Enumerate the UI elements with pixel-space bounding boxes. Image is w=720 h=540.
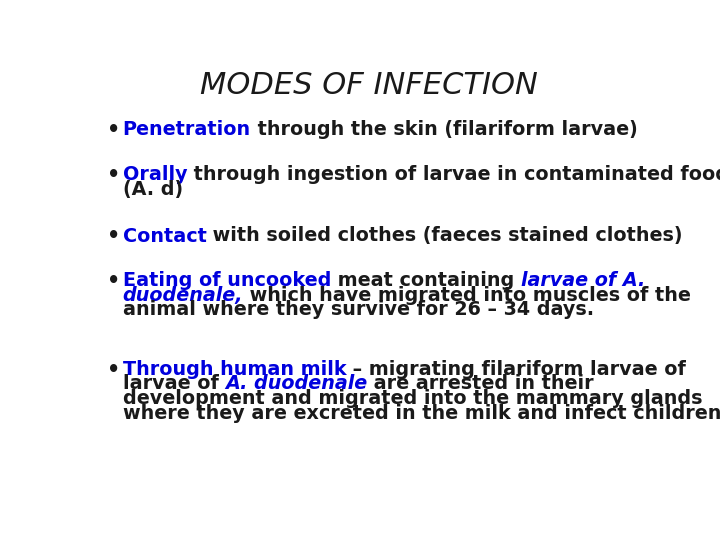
Text: Eating of uncooked: Eating of uncooked [122, 271, 331, 290]
Text: which have migrated into muscles of the: which have migrated into muscles of the [243, 286, 691, 305]
Text: •: • [107, 360, 120, 380]
Text: larvae of: larvae of [122, 374, 225, 393]
Text: through the skin (filariform larvae): through the skin (filariform larvae) [251, 120, 637, 139]
Text: Contact: Contact [122, 226, 207, 246]
Text: duodenale,: duodenale, [122, 286, 243, 305]
Text: larvae of A.: larvae of A. [521, 271, 645, 290]
Text: •: • [107, 120, 120, 140]
Text: (A. d): (A. d) [122, 179, 183, 199]
Text: meat containing: meat containing [331, 271, 521, 290]
Text: A. duodenale: A. duodenale [225, 374, 367, 393]
Text: Penetration: Penetration [122, 120, 251, 139]
Text: with soiled clothes (faeces stained clothes): with soiled clothes (faeces stained clot… [207, 226, 683, 246]
Text: •: • [107, 165, 120, 185]
Text: where they are excreted in the milk and infect children.: where they are excreted in the milk and … [122, 403, 720, 423]
Text: are arrested in their: are arrested in their [367, 374, 594, 393]
Text: – migrating filariform larvae of: – migrating filariform larvae of [346, 360, 686, 379]
Text: •: • [107, 226, 120, 246]
Text: through ingestion of larvae in contaminated food: through ingestion of larvae in contamina… [187, 165, 720, 184]
Text: animal where they survive for 26 – 34 days.: animal where they survive for 26 – 34 da… [122, 300, 594, 320]
Text: development and migrated into the mammary glands: development and migrated into the mammar… [122, 389, 702, 408]
Text: Through human milk: Through human milk [122, 360, 346, 379]
Text: MODES OF INFECTION: MODES OF INFECTION [200, 71, 538, 100]
Text: •: • [107, 271, 120, 291]
Text: Orally: Orally [122, 165, 187, 184]
